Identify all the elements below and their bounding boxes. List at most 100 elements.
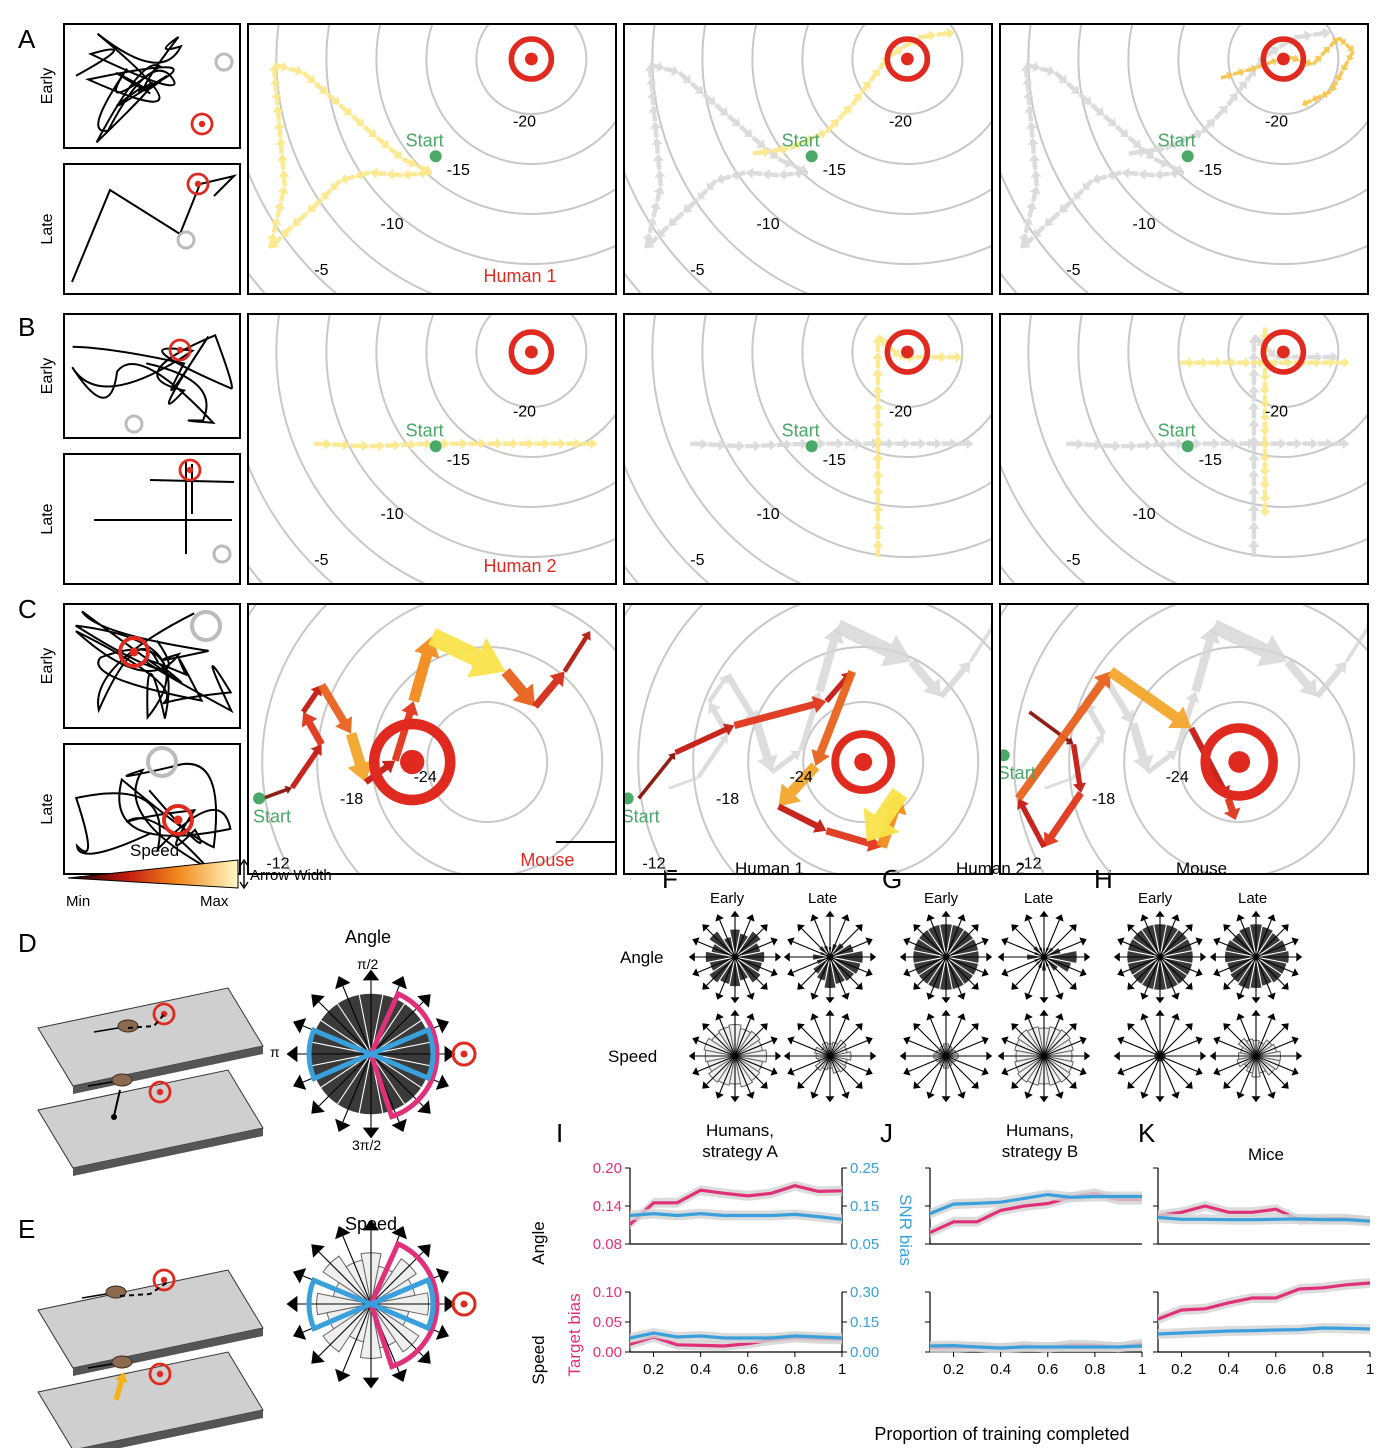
rose-arrowhead [926,992,935,1000]
rose-spoke [1043,956,1073,986]
rose-arrowhead [855,1081,863,1089]
rose-arrowhead [957,914,966,922]
h2-trajectory-arrow [872,486,884,503]
rose-arrowhead [1117,937,1125,946]
rose-arrowhead [417,1244,431,1258]
rose-spoke [1240,1018,1257,1057]
h2-trajectory-arrow [550,438,567,450]
rose-arrowhead [1213,1067,1221,1076]
rose-arrowhead [903,1067,911,1076]
early-old-target [214,52,234,72]
rose-arrowhead [825,1096,835,1103]
x-tick-label: 0.6 [737,1361,758,1378]
h1-trajectory-arrow [275,137,287,154]
h1-trajectory-arrow [326,92,340,105]
d-mouse-upper [117,1019,139,1033]
panel-content: -5 -10 -15 -20 Start [624,24,992,294]
contour-label: -15 [1199,452,1222,469]
rose-arrowhead [746,1091,755,1099]
rose-spoke [930,919,947,958]
contour-ring [1077,314,1368,558]
rose-arrowhead [1281,924,1289,932]
rose-spoke [792,956,831,973]
trajectory-panel: -12 -18 -24 Start [999,603,1369,875]
h1-trajectory-arrow [1164,140,1178,151]
h1-trajectory-arrow [646,235,659,249]
rose-spoke [814,1018,831,1057]
rose-spoke [734,1055,764,1085]
rose-arrowhead [391,1368,407,1382]
contour-label: -15 [447,452,470,469]
rose-spoke [801,956,831,986]
start-marker [805,440,818,453]
h1-trajectory-arrow [1169,167,1185,179]
rose-arrowhead [1209,952,1216,962]
h1-trajectory-arrow [837,105,853,121]
h2-trajectory-arrow [503,438,519,450]
current-target-center [854,753,873,771]
h1-trajectory-arrow [1220,71,1234,81]
y-right-tick-label: 0.15 [850,1314,879,1331]
e-mouse-lower-tail [87,1363,113,1369]
h2-trajectory-arrow [450,438,469,450]
start-marker [1181,150,1194,163]
e-target-lower-center [156,1370,164,1378]
h2-trajectory-arrow [1259,395,1271,409]
rose-spoke [734,956,764,986]
mouse-arrow [1223,797,1241,820]
rose-arrowhead [1281,982,1289,990]
d-target-lower-ring [148,1080,172,1104]
rose-spoke [1255,1055,1294,1072]
rose-arrowhead [997,952,1004,962]
h2-trajectory-arrow [1318,438,1334,450]
h1-trajectory-arrow [697,188,709,200]
h2-trajectory-arrow [1248,368,1260,385]
rose-spoke [1043,1018,1060,1057]
rose-arrowhead [1024,992,1033,1000]
rose-spoke [1028,956,1045,995]
rose-arrowhead [1039,1009,1049,1016]
contour-labels: -12 -18 -24 [1018,769,1188,872]
h1-trajectory-arrow [1335,70,1344,82]
rose-arrowhead [1200,952,1207,962]
h2-trajectory-arrow [1248,418,1260,436]
mouse-prev-arrow [1146,750,1178,775]
rose-arrowhead [1291,1067,1299,1076]
target-bias-line [1157,1281,1371,1321]
h1-trajectory-arrow [801,134,815,145]
mouse-prev-arrow [1191,626,1220,693]
trajectory-panel: -5 -10 -15 -20 Start Human 1 [247,23,617,295]
rose-spoke [945,941,984,958]
rose-col-late-f: Late [808,890,837,907]
rose-arrowhead [957,1091,966,1099]
h2-trajectory-arrow [1121,440,1138,452]
h1-trajectory-arrow [292,211,309,227]
h1-trajectory-arrow [1200,118,1216,134]
rose-spoke [706,1027,736,1057]
h2-trajectory-arrow [872,351,884,368]
h1-trajectory-arrow [306,197,324,213]
h1-trajectory-arrow [1106,169,1122,180]
rose-spoke [1159,956,1189,986]
rose-arrowhead [362,1377,380,1389]
rose-arrowhead [825,997,835,1004]
h1-trajectory-arrow [745,167,763,179]
h2-trajectory-arrow [1259,368,1271,382]
rose-title-f: Human 1 [735,859,804,878]
rose-arrowhead [1039,910,1049,917]
contour-label: -20 [1265,114,1288,131]
contour-labels: -5 -10 -15 -20 [1066,114,1288,280]
late-minimap [63,163,241,295]
rose-arrowhead [810,1091,819,1099]
h2-trajectory-arrow [1333,438,1350,450]
current-target-center [524,345,538,359]
mouse-arrow [1107,667,1192,729]
rose-speed [1209,1009,1303,1103]
panel-letter-h: H [1094,864,1113,894]
rose-spoke [792,1055,831,1072]
e-rose-target-center [460,1300,468,1308]
e-mouse-upper-tail [81,1293,107,1299]
h2-trajectory-arrow [1248,539,1260,557]
contour-labels: -12 -18 -24 [642,769,812,872]
h2-trajectory-arrow [566,438,582,450]
